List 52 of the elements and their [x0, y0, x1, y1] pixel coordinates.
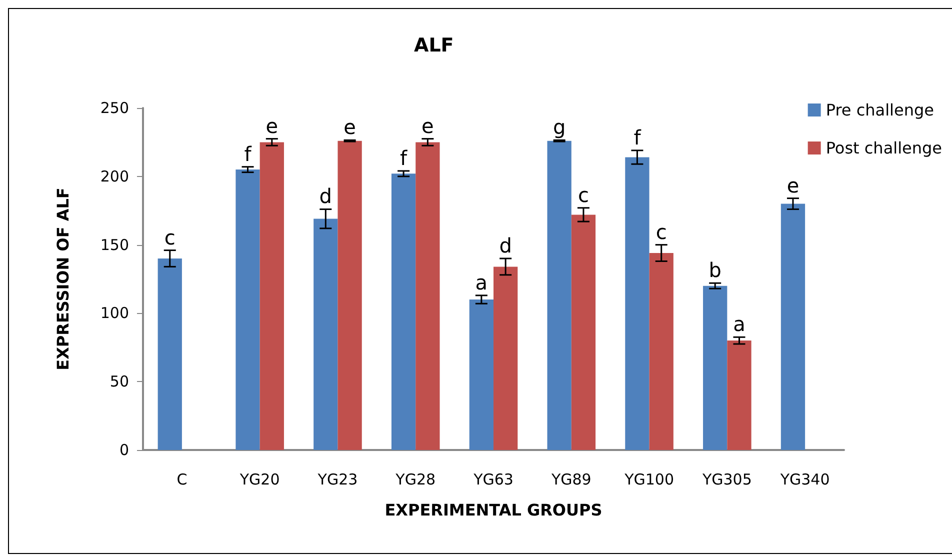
data-label: a — [733, 312, 746, 336]
x-tick-label: YG28 — [394, 470, 436, 488]
x-tick-label: YG305 — [701, 470, 752, 488]
data-label: a — [475, 270, 488, 294]
data-label: e — [786, 173, 800, 198]
y-tick-label: 100 — [100, 304, 129, 322]
y-tick-label: 200 — [100, 167, 129, 186]
bar — [571, 214, 596, 450]
x-tick-label: YG23 — [316, 470, 358, 488]
x-tick-label: YG340 — [779, 470, 830, 488]
bar — [703, 286, 728, 450]
bar — [547, 140, 572, 450]
y-tick-label: 150 — [100, 236, 129, 254]
data-label: e — [422, 114, 434, 138]
y-tick-label: 50 — [110, 372, 129, 391]
data-label: e — [266, 114, 278, 138]
bar — [236, 170, 260, 450]
data-label: c — [656, 220, 667, 244]
y-tick-label: 0 — [119, 441, 129, 459]
data-label: d — [319, 184, 332, 208]
data-label: g — [552, 115, 566, 140]
x-tick-label: YG100 — [624, 470, 674, 488]
data-label: f — [400, 146, 408, 170]
data-label: c — [164, 225, 176, 250]
bar — [649, 253, 674, 450]
bar — [625, 157, 650, 450]
x-tick-label: YG20 — [238, 470, 280, 488]
data-label: b — [708, 258, 722, 282]
y-axis-title: EXPRESSION OF ALF — [54, 188, 72, 370]
x-axis-title: EXPERIMENTAL GROUPS — [384, 500, 602, 520]
bar — [338, 140, 362, 450]
data-label: e — [344, 115, 356, 140]
bar — [416, 142, 440, 450]
bar — [158, 258, 182, 450]
bar — [314, 218, 338, 450]
legend-label: Pre challenge — [826, 100, 934, 120]
bar — [494, 266, 518, 450]
data-label: f — [634, 125, 642, 150]
data-label: c — [578, 182, 589, 207]
x-tick-label: YG89 — [550, 470, 592, 488]
chart-title: ALF — [414, 34, 454, 56]
x-tick-label: C — [176, 470, 188, 488]
bar — [780, 204, 806, 450]
bar — [391, 174, 416, 450]
x-tick-label: YG63 — [472, 470, 514, 488]
y-tick-label: 250 — [100, 99, 129, 117]
data-label: f — [244, 142, 252, 166]
legend-label: Post challenge — [826, 138, 942, 158]
bar — [260, 142, 284, 450]
bar — [469, 300, 494, 450]
data-label: d — [499, 233, 512, 258]
bar — [727, 340, 752, 450]
